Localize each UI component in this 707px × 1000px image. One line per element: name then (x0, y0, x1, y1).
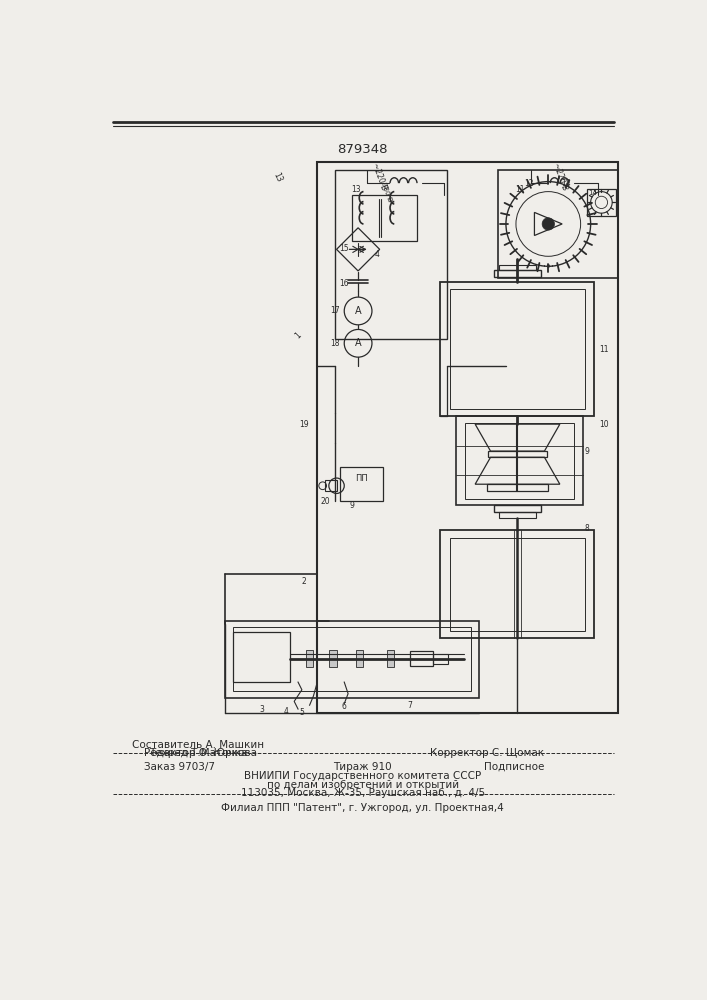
Text: 19: 19 (299, 420, 309, 429)
Text: 4: 4 (284, 707, 289, 716)
Bar (356, 650, 363, 667)
Bar (494, 505, 541, 512)
Text: 13: 13 (271, 171, 284, 184)
Bar (456, 416, 583, 505)
Bar (499, 512, 536, 518)
Text: Филиал ППП "Патент", г. Ужгород, ул. Проектная,4: Филиал ППП "Патент", г. Ужгород, ул. Про… (221, 803, 504, 813)
Bar (329, 650, 337, 667)
Text: 12: 12 (525, 179, 534, 188)
Bar (225, 620, 479, 698)
Text: 380 В: 380 В (380, 181, 393, 202)
Text: 14: 14 (588, 190, 597, 196)
Bar (409, 651, 433, 666)
Text: 2: 2 (302, 578, 307, 586)
Text: 11: 11 (515, 185, 525, 194)
Text: 6: 6 (341, 702, 346, 711)
Bar (433, 654, 448, 664)
Bar (465, 423, 573, 499)
Text: А: А (355, 338, 361, 348)
Text: 17: 17 (330, 306, 340, 315)
Text: 9: 9 (585, 447, 589, 456)
Bar (387, 650, 395, 667)
Text: 16: 16 (339, 279, 349, 288)
Text: 10: 10 (599, 420, 609, 429)
Text: 11: 11 (599, 345, 609, 354)
Text: 20: 20 (320, 497, 329, 506)
Bar (489, 451, 547, 457)
Circle shape (542, 218, 554, 230)
Text: Корректор С. Щомак: Корректор С. Щомак (431, 748, 544, 758)
Bar (587, 189, 616, 216)
Text: по делам изобретений и открытий: по делам изобретений и открытий (267, 780, 459, 790)
Text: 9: 9 (349, 500, 354, 510)
Text: 7: 7 (407, 701, 412, 710)
Text: ~220 В: ~220 В (551, 161, 569, 191)
Text: 14: 14 (561, 179, 571, 188)
Text: Техред Т.Маточка: Техред Т.Маточка (148, 748, 247, 758)
Text: 13: 13 (351, 185, 361, 194)
Bar (498, 170, 618, 278)
Text: ПП: ПП (355, 474, 368, 483)
Bar (440, 530, 595, 638)
Text: ВНИИПИ Государственного комитета СССР: ВНИИПИ Государственного комитета СССР (244, 771, 481, 781)
Text: Подписное: Подписное (484, 762, 544, 772)
Text: 5: 5 (300, 708, 304, 717)
Bar (325, 480, 337, 491)
Bar (450, 289, 585, 409)
Bar (317, 162, 618, 713)
Bar (352, 195, 417, 241)
Bar (486, 484, 549, 491)
Bar (335, 170, 447, 339)
Text: А: А (355, 306, 361, 316)
Text: 1: 1 (293, 331, 303, 340)
Text: Составитель А. Машкин: Составитель А. Машкин (132, 740, 264, 750)
Bar (233, 632, 291, 682)
Text: 3: 3 (259, 705, 264, 714)
Text: 8: 8 (585, 524, 589, 533)
Bar (305, 650, 313, 667)
Bar (450, 538, 585, 631)
Text: Тираж 910: Тираж 910 (334, 762, 392, 772)
Text: Редактор О. Юркова: Редактор О. Юркова (144, 748, 257, 758)
Text: ~220 В: ~220 В (370, 161, 388, 191)
Text: 15: 15 (339, 244, 349, 253)
Text: 113035, Москва, Ж-35, Раушская наб., д. 4/5: 113035, Москва, Ж-35, Раушская наб., д. … (240, 788, 485, 798)
Bar (340, 466, 382, 501)
Bar (499, 265, 536, 270)
Text: 879348: 879348 (337, 143, 388, 156)
Text: 4: 4 (375, 250, 380, 259)
Text: Заказ 9703/7: Заказ 9703/7 (144, 762, 215, 772)
Text: 18: 18 (330, 339, 340, 348)
Bar (440, 282, 595, 416)
Bar (233, 627, 472, 691)
Bar (494, 270, 541, 277)
